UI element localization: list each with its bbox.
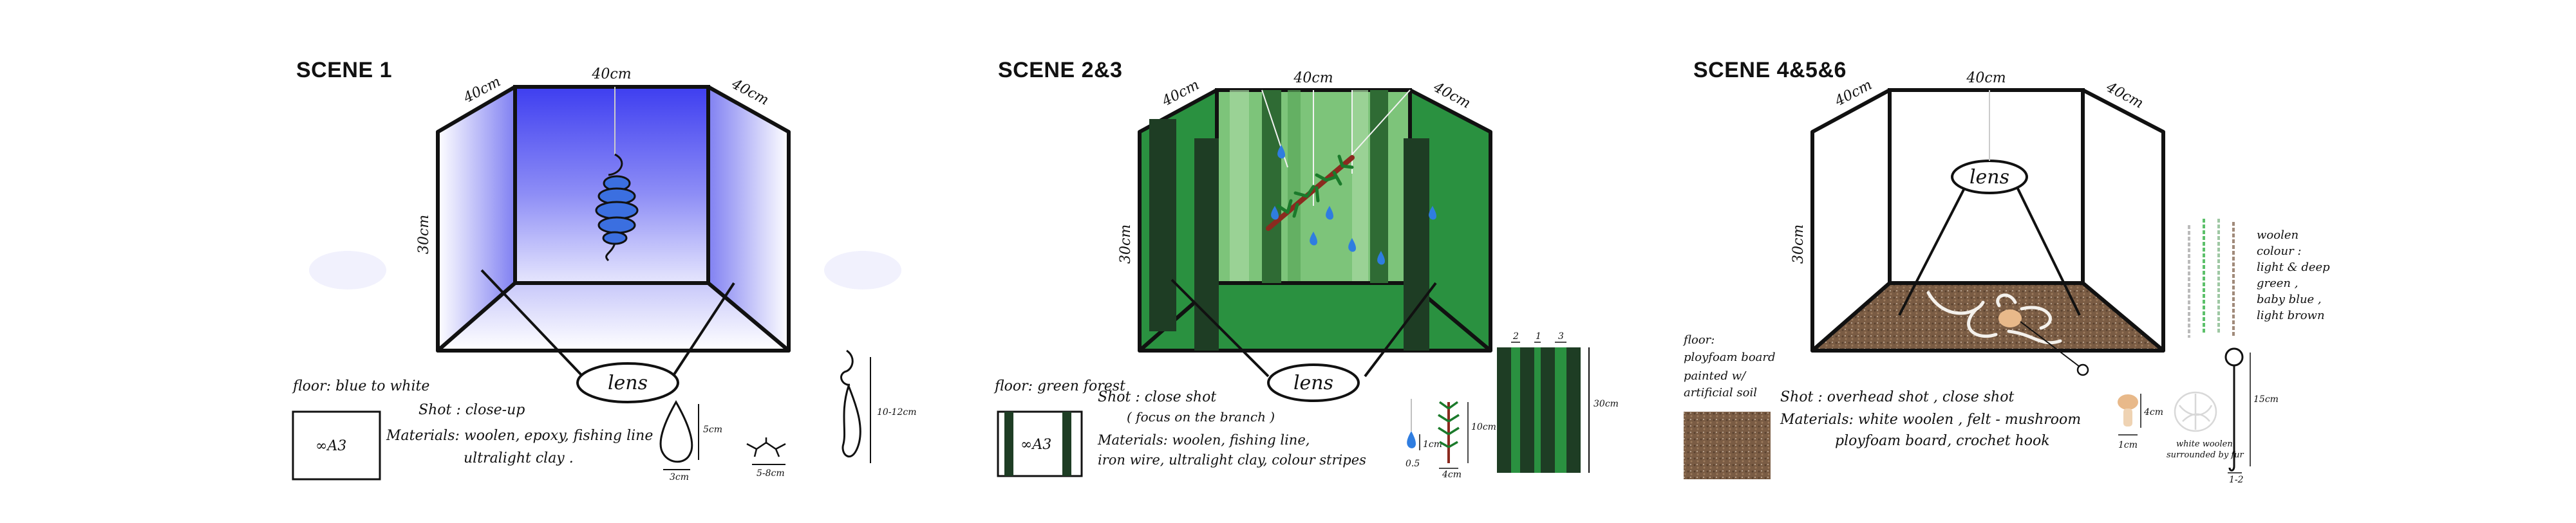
scene456-wool-ball-sketch [2174, 391, 2217, 432]
scene23-tree-trunk [1194, 138, 1219, 351]
scene23-materials-line2: iron wire, ultralight clay, colour strip… [1098, 452, 1366, 468]
scene23-tree-trunk [1404, 138, 1429, 351]
scene23-branch-width: 4cm [1442, 470, 1462, 480]
scene1-dim-top: 40cm [591, 66, 631, 82]
scene456-dim-top: 40cm [1966, 70, 2006, 86]
scene23-drop-width: 0.5 [1406, 459, 1420, 469]
scene456-soil-sample [1684, 412, 1771, 479]
scene456-woolen-creature [1926, 291, 2062, 345]
scene456-floor-line2: ployfoam board [1684, 351, 1776, 364]
scene456-lens-label: lens [1970, 166, 2009, 188]
scene456-floor-line3: painted w/ artificial soil [1684, 369, 1757, 399]
scene1-worm-sketch [840, 349, 861, 458]
scene23-shot-note: ( focus on the branch ) [1127, 409, 1275, 425]
scene23-stripe-width: 2 [1512, 331, 1519, 342]
scene23-lens-label: lens [1293, 372, 1333, 394]
scene456-materials-line2: ployfoam board, crochet hook [1835, 433, 2050, 449]
scene23-stripe-width: 3 [1558, 331, 1564, 342]
scene456-mushroom-sketch [2118, 394, 2138, 410]
scene456-panel: SCENE 4&5&6 lens [1674, 0, 2576, 523]
scene456-mushroom [1998, 309, 2022, 327]
scene23-box-diagram: lens 40cm 40cm 40cm 30cm ∞A3 1cm 0.5 10c… [997, 70, 1619, 480]
scene23-tree-trunk [1370, 90, 1388, 283]
scene23-branch-size: 10cm [1471, 422, 1496, 432]
scene1-worm-size: 10-12cm [877, 407, 916, 417]
scene23-branch [1266, 154, 1355, 231]
scene1-panel: SCENE 1 [0, 0, 916, 523]
scene23-shot-label: Shot : close shot [1098, 389, 1217, 405]
scene23-branch-sketch [1438, 401, 1460, 463]
scene1-creature-size: 5-8cm [757, 468, 785, 479]
scene456-hook-width: 1-2 [2229, 475, 2244, 485]
scene1-a3-label: ∞A3 [315, 438, 346, 454]
scene1-creature-sketch [746, 437, 786, 457]
scene1-spiral-creature [595, 153, 639, 262]
scene1-floor-label: floor: blue to white [293, 378, 430, 394]
scene456-wool-label-line2: surrounded by fur [2167, 450, 2244, 460]
scene456-box-diagram: lens 40cm 40cm 40cm 30cm 4cm 1cm [1684, 70, 2279, 485]
scene456-floor-line1: floor: [1684, 333, 1715, 347]
scene456-colour-line6: light brown [2257, 309, 2325, 322]
scene1-title: SCENE 1 [296, 58, 392, 82]
scene23-lens [1267, 363, 1360, 402]
scene23-stripe-width: 1 [1536, 331, 1541, 342]
scene23-dim-top: 40cm [1293, 70, 1333, 86]
scene1-lens [576, 362, 679, 403]
scene456-dim-height: 30cm [1791, 225, 1807, 264]
scene456-materials-line1: Materials: white woolen , felt - mushroo… [1780, 412, 2082, 428]
scene456-mushroom-size: 4cm [2143, 407, 2163, 417]
scene456-colour-line1: woolen [2257, 228, 2299, 242]
scene23-drop-sketch [1407, 431, 1416, 448]
scene456-hook-size: 15cm [2253, 394, 2279, 405]
scene23-a3-sheet [997, 410, 1083, 477]
scene456-shot-label: Shot : overhead shot , close shot [1780, 389, 2015, 405]
scene23-water-drops [1271, 145, 1436, 265]
scene1-box-diagram: lens 40cm 40cm 40cm 30cm ∞A3 5cm 3cm 5-8… [292, 66, 916, 482]
scene1-drop-size: 5cm [703, 425, 722, 435]
scene1-drop-sketch [659, 399, 693, 463]
scene1-materials-line1: Materials: woolen, epoxy, fishing line [386, 428, 653, 444]
scene23-a3-label: ∞A3 [1020, 437, 1051, 453]
scene23-colour-stripes [1497, 347, 1581, 473]
scene1-drop-width: 3cm [670, 472, 689, 482]
scene23-title: SCENE 2&3 [998, 58, 1123, 82]
scene456-wool-strands [2188, 219, 2235, 338]
scene23-drop-size: 1cm [1423, 439, 1442, 450]
scene456-title: SCENE 4&5&6 [1693, 58, 1847, 82]
scene1-a3-sheet [292, 410, 381, 481]
scene23-stripe-height: 30cm [1594, 399, 1619, 409]
scene23-materials-line1: Materials: woolen, fishing line, [1098, 432, 1310, 448]
scene456-wool-label-line1: white woolen [2176, 439, 2233, 449]
scene456-mushroom-width: 1cm [2118, 440, 2138, 450]
scene456-colour-line4: green , [2257, 277, 2299, 290]
scene1-materials-line2: ultralight clay . [464, 450, 574, 466]
scene23-panel: SCENE 2&3 [901, 0, 1674, 523]
scene456-colour-line2: colour : [2257, 244, 2302, 258]
scene23-tree-trunk [1149, 119, 1176, 331]
scene456-colour-line5: baby blue , [2257, 293, 2322, 306]
scene456-crochet-hook [2224, 347, 2244, 367]
scene1-shot-label: Shot : close-up [418, 402, 525, 418]
scene456-soil-floor [1810, 281, 2165, 353]
scene1-lens-label: lens [608, 372, 648, 394]
scene23-floor-label: floor: green forest [995, 378, 1125, 394]
scene456-colour-line3: light & deep [2257, 261, 2330, 274]
scene1-dim-height: 30cm [416, 215, 432, 254]
scene23-dim-height: 30cm [1118, 225, 1134, 264]
scene23-tree-trunk [1262, 90, 1281, 283]
